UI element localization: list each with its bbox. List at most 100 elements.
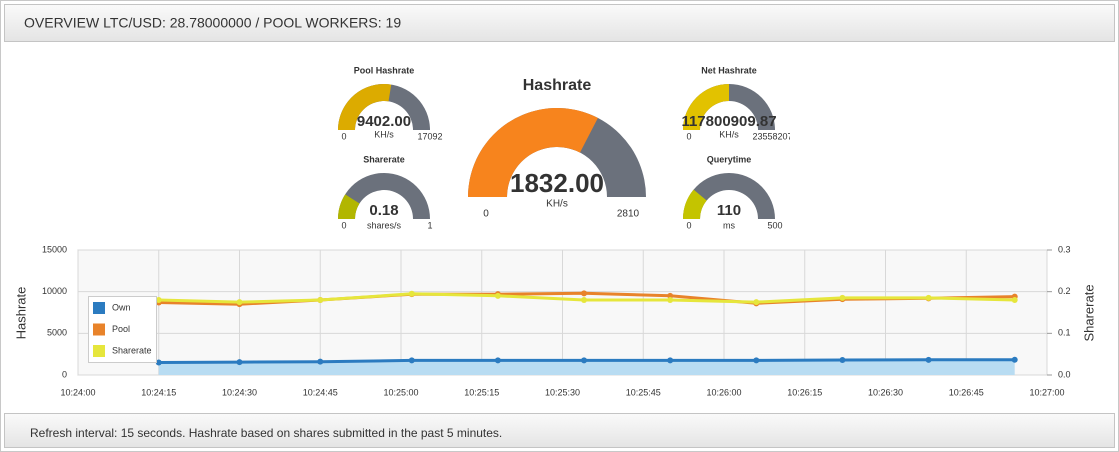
gauge-min: 0 bbox=[686, 220, 691, 230]
gauge-max: 500 bbox=[767, 220, 782, 230]
gauge-title: Net Hashrate bbox=[701, 65, 757, 75]
gauge-unit: KH/s bbox=[546, 199, 568, 210]
gauge-value-arc bbox=[468, 108, 598, 197]
series-area bbox=[158, 359, 1015, 375]
y2-tick-label: 0.3 bbox=[1058, 244, 1071, 254]
series-point bbox=[581, 297, 588, 303]
gauge-title: Hashrate bbox=[523, 77, 592, 94]
gauge-value: 0.18 bbox=[369, 202, 398, 219]
y2-tick-label: 0.1 bbox=[1058, 328, 1071, 338]
series-point bbox=[408, 357, 415, 364]
series-point bbox=[317, 297, 324, 303]
y2-tick-label: 0.2 bbox=[1058, 286, 1071, 296]
gauge-value-arc bbox=[683, 189, 707, 219]
series-point bbox=[317, 358, 324, 365]
gauge-value-arc bbox=[338, 194, 360, 219]
x-tick-label: 10:24:00 bbox=[60, 387, 95, 397]
gauge-unit: KH/s bbox=[719, 129, 739, 139]
series-point bbox=[581, 357, 588, 364]
x-tick-label: 10:26:00 bbox=[706, 387, 741, 397]
x-tick-label: 10:26:15 bbox=[787, 387, 822, 397]
legend-swatch bbox=[93, 323, 105, 336]
gauge-max: 2810 bbox=[617, 209, 640, 220]
gauge-min: 0 bbox=[341, 220, 346, 230]
y2-axis-title: Sharerate bbox=[1081, 284, 1096, 341]
gauge-max: 235582071 bbox=[752, 131, 797, 141]
x-tick-label: 10:25:00 bbox=[383, 387, 418, 397]
gauge-value-arc bbox=[683, 84, 730, 130]
footer-text: Refresh interval: 15 seconds. Hashrate b… bbox=[30, 426, 502, 440]
gauge-track bbox=[338, 173, 430, 219]
gauge-track bbox=[683, 173, 775, 219]
x-tick-label: 10:25:30 bbox=[545, 387, 580, 397]
x-tick-label: 10:25:15 bbox=[464, 387, 499, 397]
series-point bbox=[155, 297, 162, 303]
series-point bbox=[667, 292, 674, 299]
legend-label: Own bbox=[112, 302, 131, 312]
series-point bbox=[667, 357, 674, 364]
series-point bbox=[1011, 297, 1018, 303]
series-point bbox=[581, 290, 588, 297]
legend-label: Sharerate bbox=[112, 345, 152, 355]
x-tick-label: 10:24:45 bbox=[303, 387, 338, 397]
series-point bbox=[236, 299, 243, 306]
y-axis-title: Hashrate bbox=[13, 287, 28, 340]
y-tick-label: 15000 bbox=[42, 244, 67, 254]
gauge-unit: KH/s bbox=[374, 129, 394, 139]
x-tick-label: 10:26:45 bbox=[949, 387, 984, 397]
footer-bar bbox=[4, 413, 1115, 448]
gauge-unit: ms bbox=[723, 220, 735, 230]
gauge-title: Sharerate bbox=[363, 154, 405, 164]
gauge-min: 0 bbox=[341, 131, 346, 141]
series-point bbox=[408, 290, 415, 297]
y-tick-label: 0 bbox=[62, 369, 67, 379]
legend-swatch bbox=[93, 302, 105, 314]
gauge-title: Pool Hashrate bbox=[354, 65, 415, 75]
series-point bbox=[155, 359, 162, 366]
gauge-value: 110 bbox=[717, 202, 741, 219]
header-title: OVERVIEW LTC/USD: 28.78000000 / POOL WOR… bbox=[24, 15, 401, 31]
series-point bbox=[839, 357, 846, 363]
gauge-unit: shares/s bbox=[367, 220, 402, 230]
x-tick-label: 10:26:30 bbox=[868, 387, 903, 397]
legend-swatch bbox=[93, 345, 105, 357]
gauge-value: 1832.00 bbox=[510, 168, 604, 198]
series-point bbox=[753, 357, 760, 364]
y2-tick-label: 0.0 bbox=[1058, 369, 1071, 379]
x-tick-label: 10:24:15 bbox=[141, 387, 176, 397]
x-tick-label: 10:24:30 bbox=[222, 387, 257, 397]
gauge-title: Querytime bbox=[707, 154, 752, 164]
series-point bbox=[667, 297, 674, 303]
series-point bbox=[925, 294, 932, 301]
x-tick-label: 10:27:00 bbox=[1029, 387, 1064, 397]
gauge-max: 17092 bbox=[417, 131, 442, 141]
series-point bbox=[753, 299, 760, 306]
header-bar bbox=[4, 4, 1115, 42]
gauge-value: 9402.00 bbox=[357, 113, 411, 130]
series-point bbox=[236, 359, 243, 366]
series-point bbox=[839, 294, 846, 301]
gauge-min: 0 bbox=[483, 209, 489, 220]
gauge-value-arc bbox=[338, 84, 392, 130]
gauge-max: 1 bbox=[427, 220, 432, 230]
legend-label: Pool bbox=[112, 324, 130, 334]
y-tick-label: 10000 bbox=[42, 286, 67, 296]
series-point bbox=[494, 292, 501, 299]
series-point bbox=[925, 356, 932, 363]
gauge-value: 117800909.87 bbox=[681, 113, 776, 130]
x-tick-label: 10:25:45 bbox=[626, 387, 661, 397]
gauge-min: 0 bbox=[686, 131, 691, 141]
series-point bbox=[494, 357, 501, 364]
series-point bbox=[1011, 356, 1018, 363]
y-tick-label: 5000 bbox=[47, 328, 67, 338]
chart: 10:24:00 10:24:15 10:24:30 10:24:45 10:25:00… bbox=[13, 244, 1096, 397]
